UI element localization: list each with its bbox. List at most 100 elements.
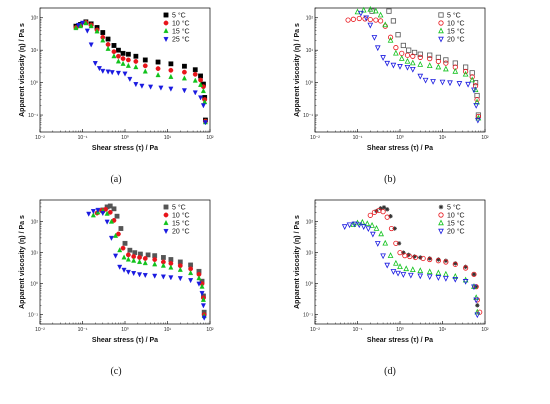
- legend-marker: [163, 212, 169, 218]
- legend-label: 20 °C: [172, 227, 190, 235]
- data-point: [412, 254, 417, 259]
- data-point: [105, 36, 111, 42]
- legend-marker: [163, 12, 169, 18]
- data-point: [94, 28, 100, 34]
- data-point: [125, 62, 131, 68]
- chart-panel-d: 10⁻² 10⁻¹ 10⁰ 10¹ 10² 10⁻¹ 10⁰ 10¹ 10² Shear stre…: [294, 199, 489, 377]
- series-1: [345, 15, 482, 120]
- data-point: [168, 61, 174, 67]
- y-tick-label: 10¹: [306, 48, 314, 54]
- legend-marker: [438, 12, 444, 18]
- y-tick-label: 10⁰: [305, 80, 313, 86]
- data-point: [435, 63, 442, 70]
- x-tick-label: 10¹: [164, 327, 172, 333]
- legend-label: 15 °C: [447, 219, 465, 227]
- data-point: [463, 265, 469, 271]
- data-point: [398, 55, 405, 61]
- legend-label: 10 °C: [172, 211, 190, 219]
- data-point: [473, 297, 480, 304]
- series-3: [75, 20, 208, 126]
- data-point: [409, 66, 416, 73]
- x-tick-label: 10²: [481, 135, 489, 141]
- data-point: [127, 76, 133, 82]
- data-point: [427, 256, 432, 261]
- data-point: [473, 294, 480, 301]
- data-point: [390, 18, 397, 24]
- data-point: [399, 50, 405, 56]
- data-point: [469, 74, 475, 80]
- legend-label: 5 °C: [447, 203, 461, 211]
- x-tick-label: 10⁻¹: [353, 327, 363, 333]
- x-tick-label: 10⁰: [396, 327, 404, 333]
- data-point: [90, 212, 96, 218]
- data-point: [387, 36, 394, 43]
- data-point: [465, 81, 471, 88]
- data-point: [117, 264, 123, 270]
- data-point: [120, 50, 126, 56]
- data-point: [133, 64, 139, 70]
- data-point: [104, 219, 110, 225]
- legend-label: 5 °C: [172, 203, 186, 211]
- data-point: [199, 291, 205, 297]
- legend-label: 20 °C: [447, 35, 465, 43]
- data-point: [188, 278, 194, 284]
- data-point: [341, 224, 348, 230]
- data-point: [345, 17, 351, 23]
- y-axis-label: Apparent viscosity (η) / Pa s: [19, 23, 26, 117]
- y-tick-label: 10¹: [306, 250, 314, 256]
- data-point: [401, 250, 406, 255]
- series-3: [341, 221, 481, 319]
- data-point: [107, 203, 113, 209]
- data-point: [369, 222, 375, 228]
- data-point: [84, 28, 90, 34]
- data-point: [372, 7, 379, 14]
- y-axis-label: Apparent viscosity (η) / Pa s: [294, 23, 301, 117]
- data-point: [373, 17, 379, 23]
- data-point: [409, 59, 416, 66]
- x-tick-label: 10⁻²: [310, 327, 320, 333]
- data-point: [427, 52, 433, 58]
- data-point: [86, 211, 92, 217]
- data-point: [125, 57, 131, 63]
- data-point: [422, 77, 429, 84]
- data-point: [374, 241, 381, 247]
- data-point: [133, 53, 139, 59]
- y-tick-label: 10⁻¹: [303, 113, 313, 119]
- data-point: [198, 73, 203, 79]
- data-point: [113, 253, 119, 259]
- data-point: [137, 272, 143, 278]
- data-point: [371, 209, 378, 215]
- panel-label: (a): [110, 174, 121, 185]
- data-point: [121, 254, 127, 260]
- data-point: [88, 23, 94, 29]
- data-point: [145, 252, 151, 258]
- legend-label: 15 °C: [172, 219, 190, 227]
- panel-label: (d): [384, 366, 396, 377]
- data-point: [400, 42, 406, 49]
- data-point: [200, 87, 206, 94]
- data-point: [192, 67, 198, 73]
- data-point: [474, 312, 481, 319]
- y-tick-label: 10⁻¹: [28, 113, 38, 119]
- data-point: [475, 113, 482, 120]
- legend-label: 5 °C: [447, 11, 461, 19]
- y-tick-label: 10⁰: [305, 281, 313, 287]
- data-point: [378, 230, 384, 237]
- data-point: [127, 247, 133, 253]
- data-point: [367, 212, 373, 218]
- data-point: [120, 60, 126, 66]
- data-point: [378, 206, 383, 211]
- data-point: [397, 64, 403, 70]
- data-point: [108, 235, 114, 241]
- data-point: [384, 262, 391, 269]
- data-point: [152, 273, 158, 279]
- x-tick-label: 10⁻²: [35, 327, 45, 333]
- x-axis-label: Shear stress (τ) / Pa: [92, 337, 158, 344]
- x-tick-label: 10⁰: [121, 327, 129, 333]
- data-point: [426, 268, 433, 275]
- x-axis-label: Shear stress (τ) / Pa: [92, 145, 158, 152]
- data-point: [367, 16, 373, 23]
- data-point: [196, 275, 202, 281]
- data-point: [133, 82, 139, 88]
- data-point: [95, 207, 101, 213]
